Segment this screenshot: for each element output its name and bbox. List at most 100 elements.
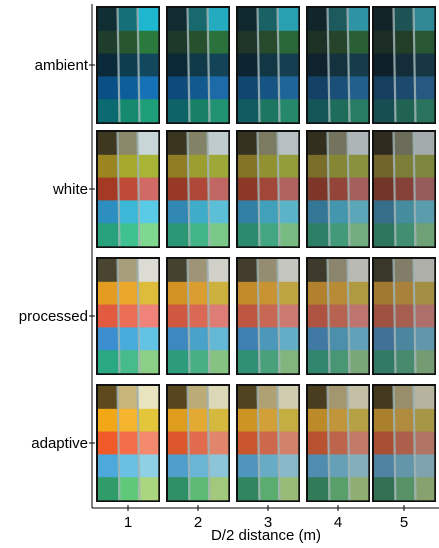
color-patch [414, 350, 435, 374]
color-patch [308, 99, 329, 123]
color-patch [238, 431, 259, 455]
color-patch [168, 154, 189, 178]
color-patch [238, 53, 259, 77]
color-patch [414, 477, 435, 501]
color-patch [328, 431, 349, 455]
color-patch [328, 327, 349, 351]
tape-seam [326, 385, 331, 501]
color-patch [328, 76, 349, 100]
color-patch [328, 281, 349, 305]
color-patch [414, 8, 435, 32]
color-patch [258, 200, 279, 224]
color-patch [374, 477, 395, 501]
color-patch [168, 477, 189, 501]
color-patch [168, 431, 189, 455]
color-patch [414, 281, 435, 305]
color-patch [238, 99, 259, 123]
color-patch [258, 223, 279, 247]
color-patch [238, 223, 259, 247]
color-patch [308, 30, 329, 54]
tape-seam [256, 131, 261, 247]
color-patch [394, 8, 415, 32]
color-patch [328, 8, 349, 32]
color-patch [328, 200, 349, 224]
column-label-3: 3 [264, 514, 272, 531]
color-patch [188, 408, 209, 432]
color-patch [98, 281, 119, 305]
color-patch [328, 53, 349, 77]
color-patch [308, 8, 329, 32]
color-patch [188, 259, 209, 283]
color-patch [394, 30, 415, 54]
row-label-ambient: ambient [35, 57, 89, 74]
color-patch [348, 30, 369, 54]
photo-tile-adaptive-4 [306, 384, 370, 502]
color-patch [308, 132, 329, 156]
color-patch [278, 154, 299, 178]
tape-seam [276, 385, 281, 501]
color-patch [118, 350, 139, 374]
color-patch [98, 223, 119, 247]
color-patch [258, 99, 279, 123]
color-patch [238, 8, 259, 32]
color-patch [348, 386, 369, 410]
photo-tile-white-3 [236, 130, 300, 248]
color-patch [308, 223, 329, 247]
color-patch [348, 477, 369, 501]
color-patch [308, 200, 329, 224]
color-patch [118, 304, 139, 328]
color-patch [188, 132, 209, 156]
photo-tile-processed-1 [96, 257, 160, 375]
color-patch [348, 154, 369, 178]
color-patch [138, 30, 159, 54]
tape-seam [346, 385, 351, 501]
color-patch [348, 281, 369, 305]
color-patch [98, 177, 119, 201]
color-patch [414, 53, 435, 77]
color-patch [278, 477, 299, 501]
color-patch [138, 200, 159, 224]
color-patch [238, 154, 259, 178]
color-patch [138, 304, 159, 328]
color-patch [208, 177, 229, 201]
color-patch [258, 454, 279, 478]
color-patch [308, 259, 329, 283]
color-patch [348, 8, 369, 32]
color-patch [98, 327, 119, 351]
color-patch [118, 8, 139, 32]
tape-seam [136, 131, 141, 247]
color-patch [138, 223, 159, 247]
color-patch [118, 477, 139, 501]
color-patch [278, 8, 299, 32]
column-labels: 1 2 3 4 5 [124, 505, 408, 531]
color-patch [98, 53, 119, 77]
color-patch [238, 477, 259, 501]
tape-seam [392, 131, 397, 247]
color-patch [138, 431, 159, 455]
color-patch [374, 304, 395, 328]
color-patch [414, 200, 435, 224]
color-patch [308, 53, 329, 77]
tape-seam [186, 7, 191, 123]
color-patch [168, 386, 189, 410]
color-patch [258, 259, 279, 283]
color-patch [208, 431, 229, 455]
color-patch [414, 304, 435, 328]
color-patch [168, 327, 189, 351]
color-patch [98, 386, 119, 410]
tape-seam [116, 131, 121, 247]
color-patch [188, 350, 209, 374]
color-patch [278, 99, 299, 123]
color-patch [374, 259, 395, 283]
color-patch [328, 177, 349, 201]
color-patch [394, 99, 415, 123]
color-patch [394, 281, 415, 305]
color-patch [168, 132, 189, 156]
color-patch [238, 132, 259, 156]
color-patch [188, 30, 209, 54]
color-patch [394, 454, 415, 478]
photo-tile-ambient-3 [236, 6, 300, 124]
color-patch [394, 304, 415, 328]
color-patch [118, 53, 139, 77]
